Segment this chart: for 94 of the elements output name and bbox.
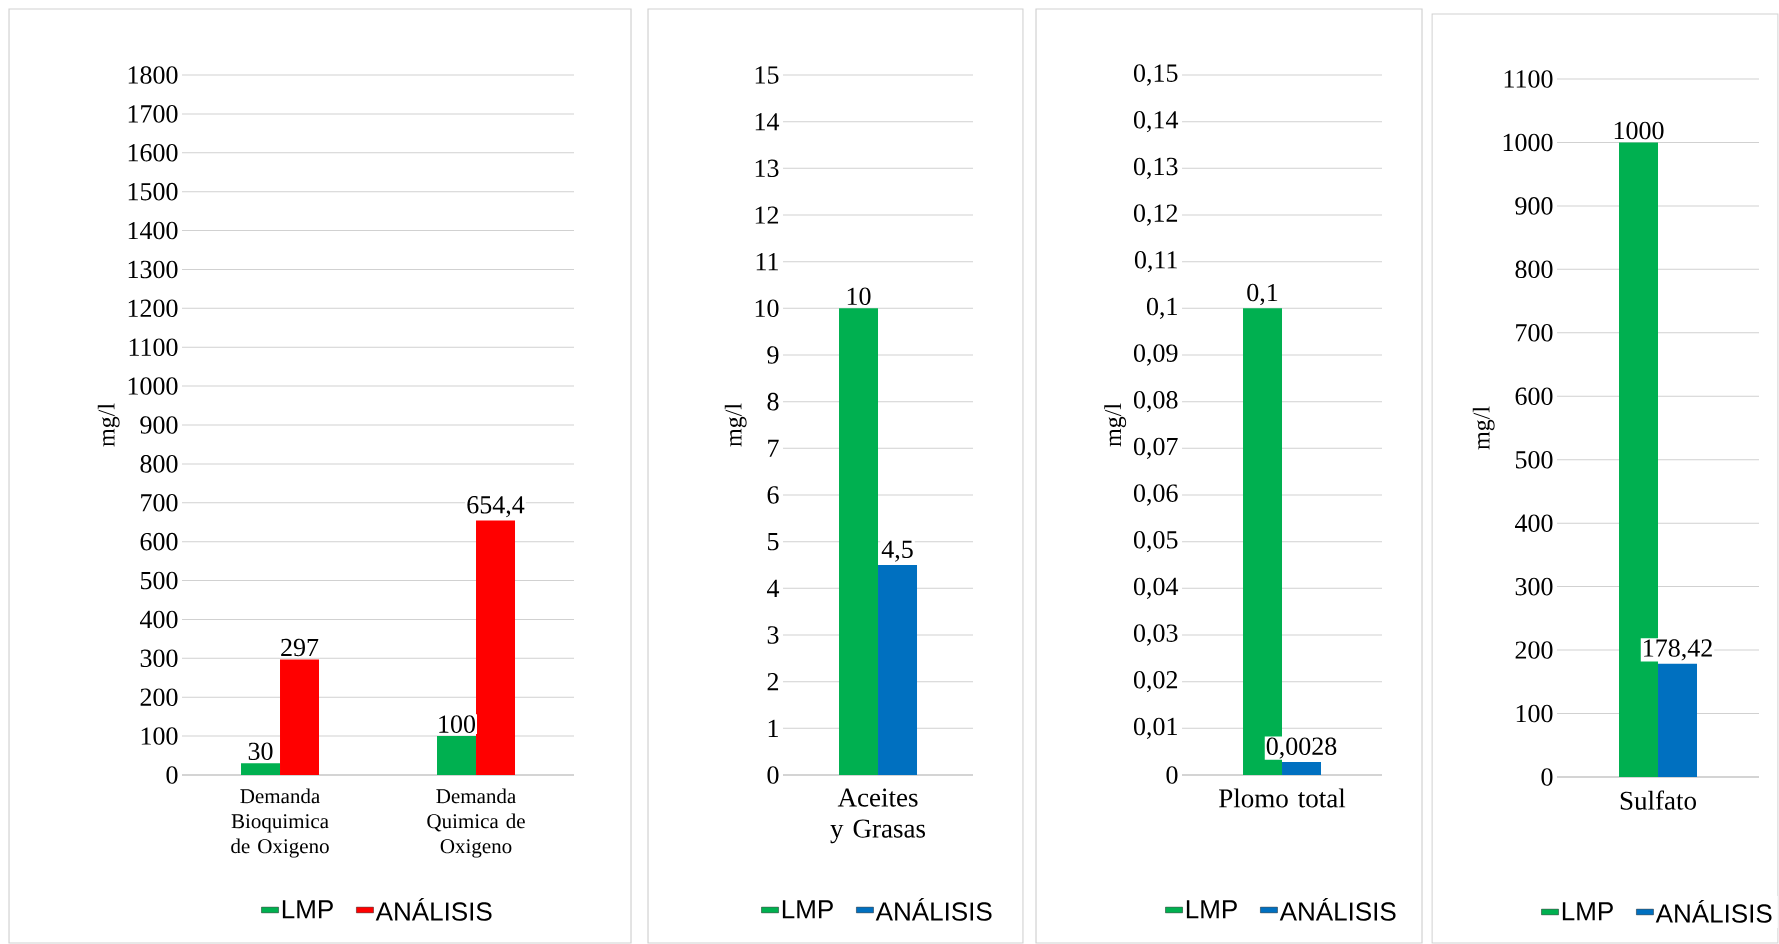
y-tick-label: 100 <box>141 727 178 745</box>
bar <box>437 736 477 775</box>
y-axis-title: mg/l <box>1472 406 1495 450</box>
legend-label: ANÁLISIS <box>1655 899 1772 923</box>
y-tick-label: 100 <box>1516 704 1553 723</box>
y-tick-label: 5 <box>767 533 779 551</box>
y-tick-label: 1700 <box>128 105 178 123</box>
y-tick-label: 0,08 <box>1133 391 1178 413</box>
data-label: 654,4 <box>467 496 525 518</box>
y-tick-label: 800 <box>1515 260 1553 279</box>
y-tick-label: 900 <box>1515 197 1553 215</box>
data-label: 178,42 <box>1644 639 1712 661</box>
y-tick-label: 900 <box>140 416 178 434</box>
y-tick-label: 1000 <box>1503 133 1553 152</box>
y-tick-label: 1 <box>768 719 778 737</box>
y-tick-label: 0,09 <box>1133 344 1178 366</box>
x-tick-label: Demanda Bioquimica de Oxigeno <box>231 788 329 858</box>
y-tick-label: 1600 <box>128 143 178 162</box>
y-tick-label: 0,05 <box>1133 531 1178 553</box>
y-tick-label: 600 <box>140 532 178 551</box>
y-tick-label: 800 <box>140 455 178 473</box>
y-tick-label: 0,13 <box>1133 157 1178 179</box>
y-tick-label: 0,01 <box>1133 717 1177 739</box>
data-label: 0,0028 <box>1266 737 1337 759</box>
y-tick-label: 6 <box>767 486 779 504</box>
y-tick-label: 0,07 <box>1133 437 1178 459</box>
data-label: 297 <box>281 638 319 657</box>
y-tick-label: 1300 <box>128 260 178 279</box>
legend-label: LMP <box>782 900 833 919</box>
y-tick-label: 2 <box>767 673 779 691</box>
y-tick-label: 300 <box>1515 577 1553 596</box>
y-tick-label: 7 <box>768 439 779 457</box>
y-tick-label: 1100 <box>1504 70 1553 88</box>
data-label: 100 <box>439 715 476 733</box>
y-tick-label: 500 <box>1515 450 1553 469</box>
y-tick-label: 600 <box>1515 387 1553 406</box>
y-tick-label: 0 <box>166 766 178 784</box>
y-tick-label: 8 <box>767 392 779 411</box>
y-tick-label: 3 <box>767 626 779 644</box>
x-tick-label: Plomo total <box>1219 788 1346 808</box>
legend-label: LMP <box>282 900 333 919</box>
y-tick-label: 0,15 <box>1133 64 1178 86</box>
y-tick-label: 400 <box>1514 514 1553 532</box>
y-tick-label: 400 <box>139 610 178 629</box>
y-tick-label: 1100 <box>129 338 178 356</box>
y-tick-label: 0,11 <box>1134 251 1177 273</box>
y-tick-label: 700 <box>141 493 178 512</box>
y-tick-label: 0 <box>1166 766 1178 784</box>
y-tick-label: 13 <box>755 159 779 178</box>
y-tick-label: 0,12 <box>1133 204 1178 226</box>
y-axis-title: mg/l <box>97 403 120 447</box>
x-tick-label: Demanda Quimica de Oxigeno <box>427 788 525 858</box>
y-tick-label: 0,06 <box>1133 484 1178 506</box>
y-tick-label: 10 <box>755 299 779 318</box>
y-tick-label: 0,02 <box>1133 671 1178 693</box>
y-tick-label: 0,14 <box>1133 111 1179 133</box>
y-tick-label: 0 <box>767 766 779 784</box>
legend-label: ANÁLISIS <box>375 897 492 921</box>
y-axis-title: mg/l <box>1104 403 1127 447</box>
y-tick-label: 9 <box>767 346 779 364</box>
data-label: 10 <box>847 287 871 306</box>
bar <box>241 763 281 775</box>
data-label: 4,5 <box>881 540 913 562</box>
y-tick-label: 0,04 <box>1133 577 1179 599</box>
data-label: 1000 <box>1614 121 1664 140</box>
y-tick-label: 0,03 <box>1133 624 1178 646</box>
bar <box>476 520 516 775</box>
y-tick-label: 700 <box>1516 324 1553 342</box>
y-tick-label: 15 <box>755 66 779 84</box>
x-tick-label: Aceites y Grasas <box>830 788 926 844</box>
y-axis-title: mg/l <box>724 403 747 447</box>
legend-label: ANÁLISIS <box>875 897 992 921</box>
data-label: 0,1 <box>1247 283 1278 306</box>
y-tick-label: 11 <box>756 253 778 271</box>
legend-label: ANÁLISIS <box>1279 897 1396 921</box>
y-tick-label: 300 <box>140 649 178 668</box>
legend-label: LMP <box>1562 902 1613 921</box>
legend-label: LMP <box>1186 900 1237 919</box>
data-label: 30 <box>248 742 273 761</box>
y-tick-label: 1800 <box>128 66 178 84</box>
y-tick-label: 1400 <box>128 221 178 240</box>
y-tick-label: 200 <box>1515 641 1553 659</box>
y-tick-label: 0 <box>1541 768 1553 786</box>
y-tick-label: 200 <box>140 688 178 706</box>
y-tick-label: 1500 <box>128 182 178 201</box>
y-tick-label: 4 <box>766 579 780 597</box>
y-tick-label: 500 <box>140 571 178 590</box>
y-tick-label: 12 <box>755 206 779 224</box>
y-tick-label: 1000 <box>128 377 178 395</box>
x-tick-label: Sulfato <box>1620 790 1696 810</box>
y-tick-label: 14 <box>755 113 780 131</box>
y-tick-label: 0,1 <box>1146 297 1177 319</box>
bar <box>280 659 320 775</box>
y-tick-label: 1200 <box>128 299 178 318</box>
